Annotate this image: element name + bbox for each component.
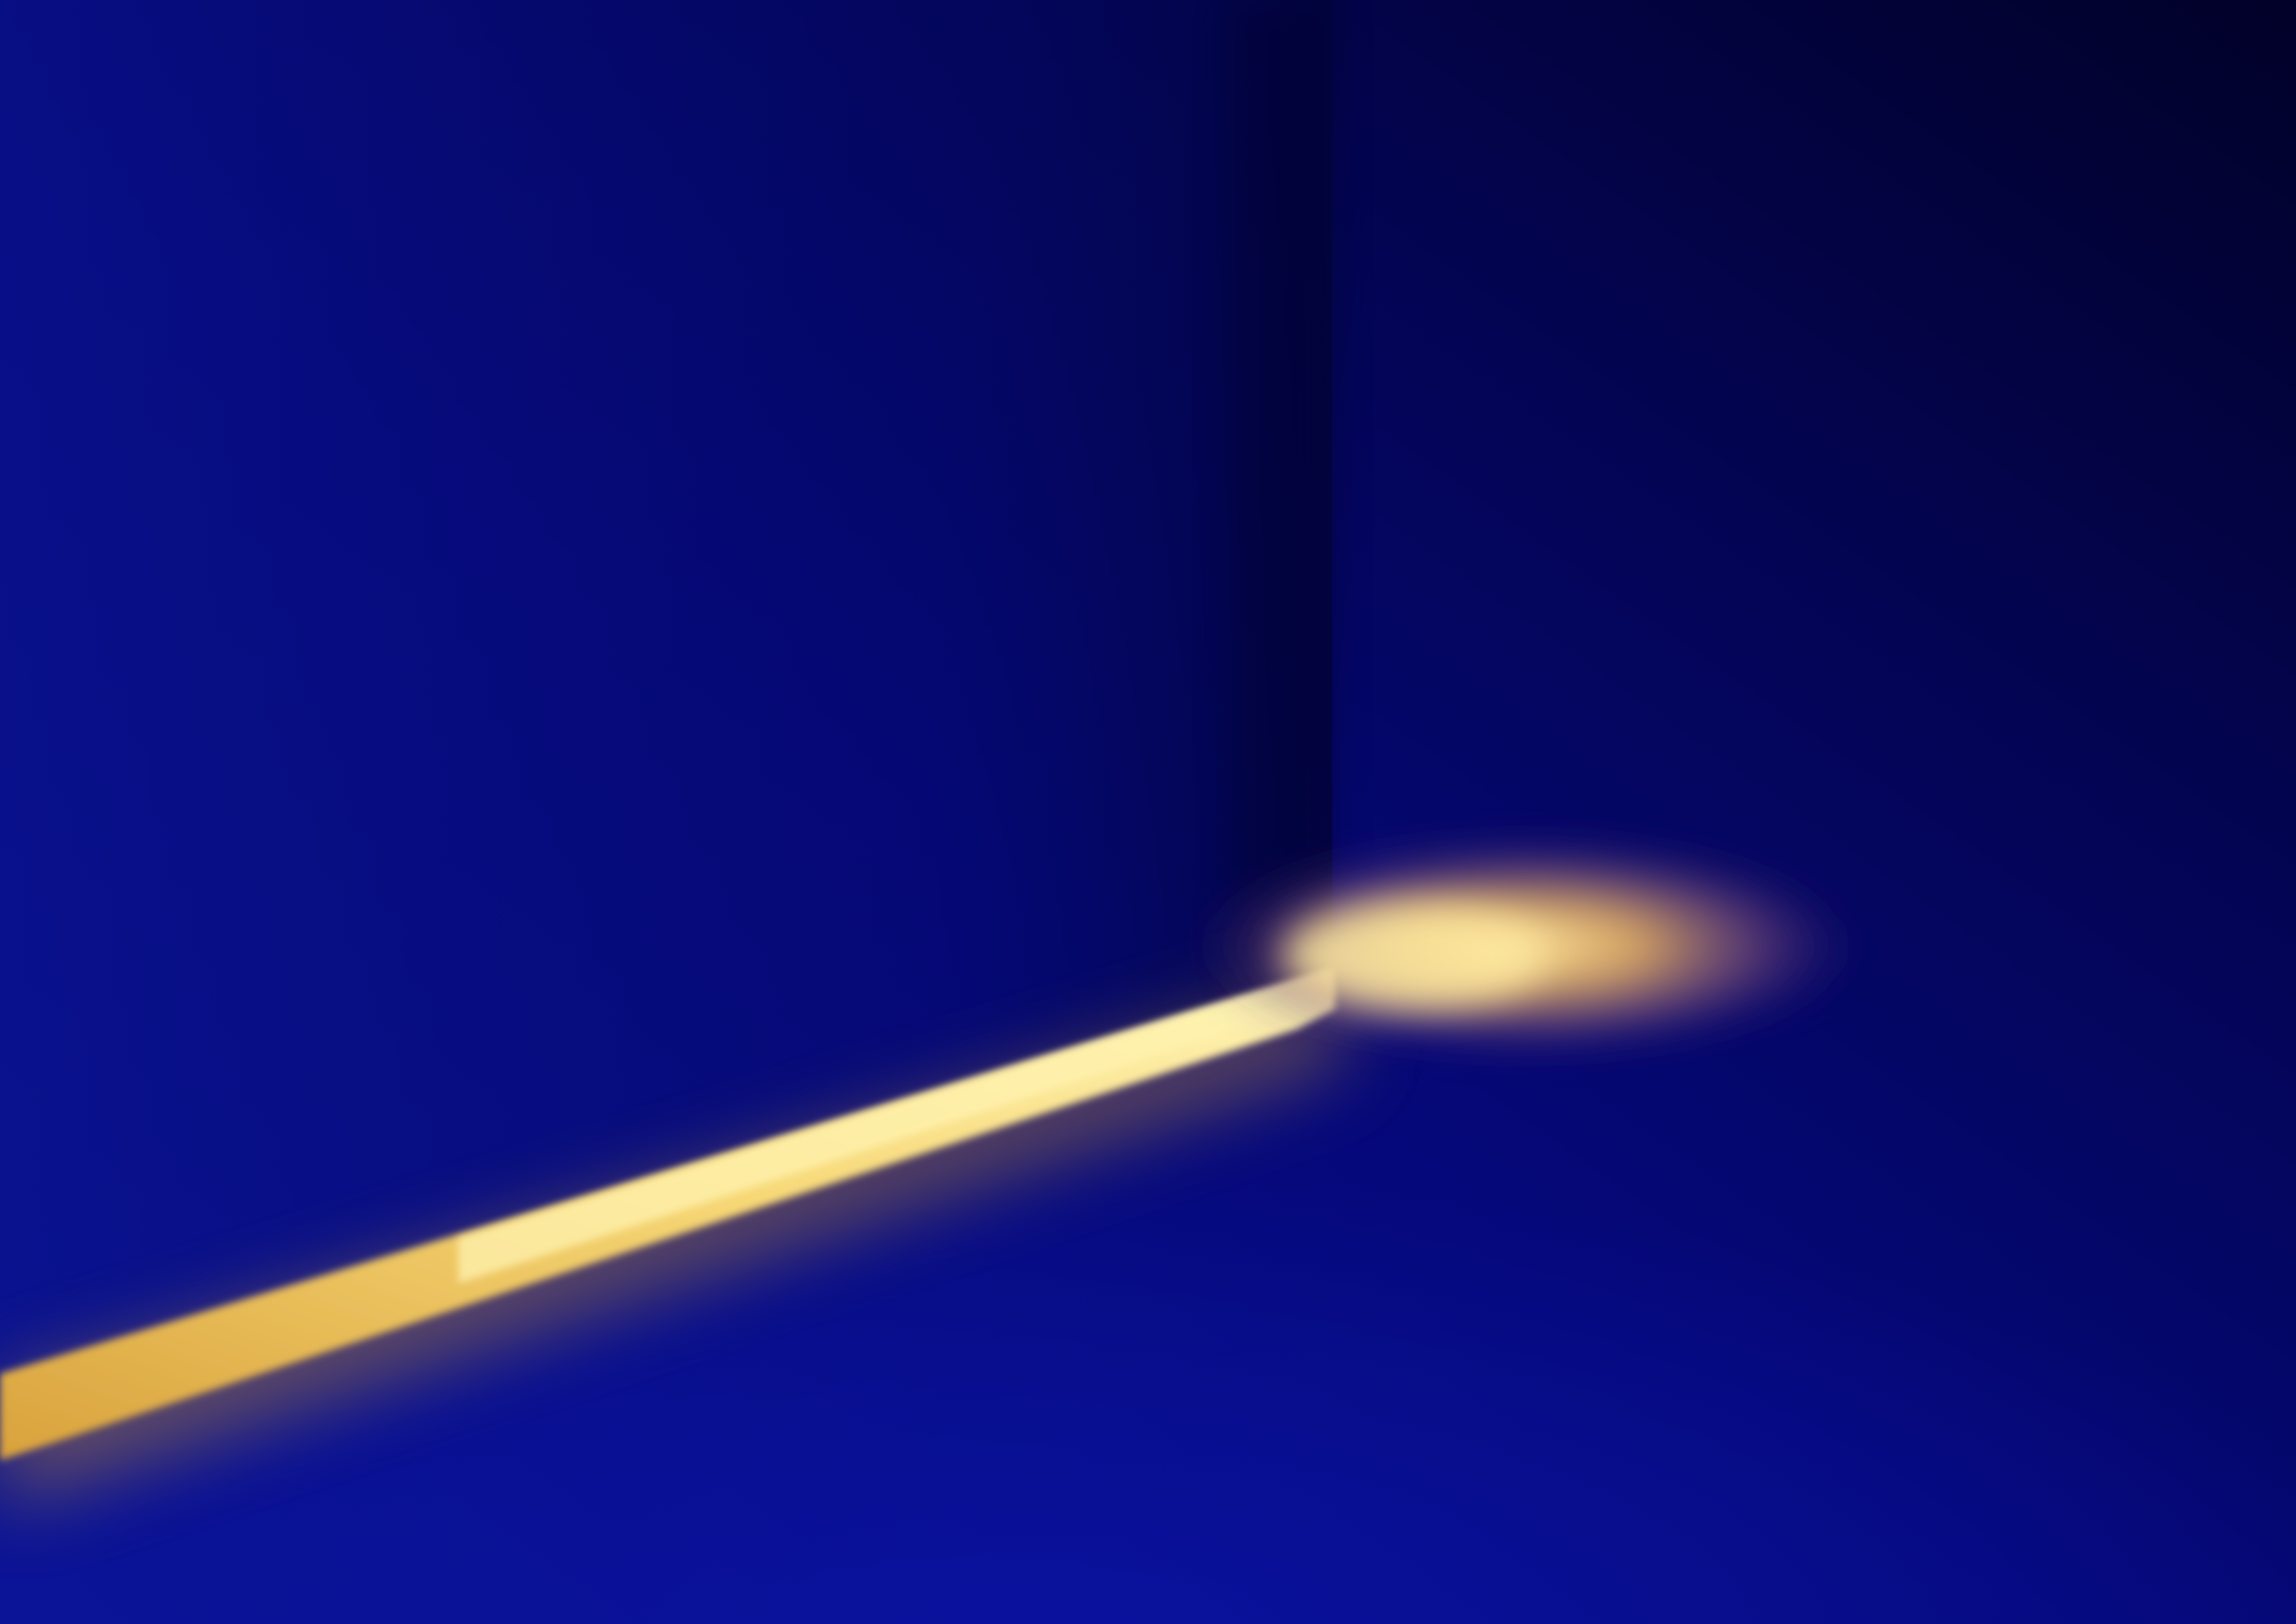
light-beam-core	[458, 970, 1334, 1283]
wall-edge-shadow	[1231, 0, 1336, 969]
wall-panel	[0, 0, 1332, 1374]
light-spill-core	[1283, 904, 1545, 1008]
